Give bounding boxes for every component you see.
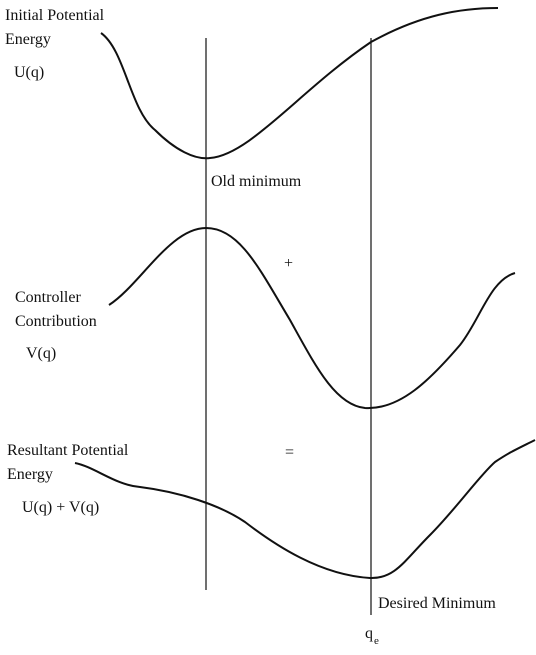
operator: = xyxy=(285,444,294,461)
annotation: Old minimum xyxy=(211,173,302,190)
curve-label: Energy xyxy=(7,466,53,483)
annotation: Desired Minimum xyxy=(378,595,496,612)
curve-label: Controller xyxy=(15,289,81,306)
axis-marker-subscript: e xyxy=(374,635,379,647)
initial-potential-curve xyxy=(100,7,499,160)
curve-label: Energy xyxy=(5,31,51,48)
axis-marker: q xyxy=(365,625,373,642)
resultant-curve xyxy=(74,439,536,580)
function-label: U(q) xyxy=(14,64,44,81)
function-label: U(q) + V(q) xyxy=(22,499,99,516)
curve-label: Contribution xyxy=(15,313,97,330)
operator: + xyxy=(284,255,293,272)
controller-curve xyxy=(108,226,516,410)
function-label: V(q) xyxy=(26,345,56,362)
curve-label: Initial Potential xyxy=(5,7,105,24)
curve-label: Resultant Potential xyxy=(7,442,129,459)
